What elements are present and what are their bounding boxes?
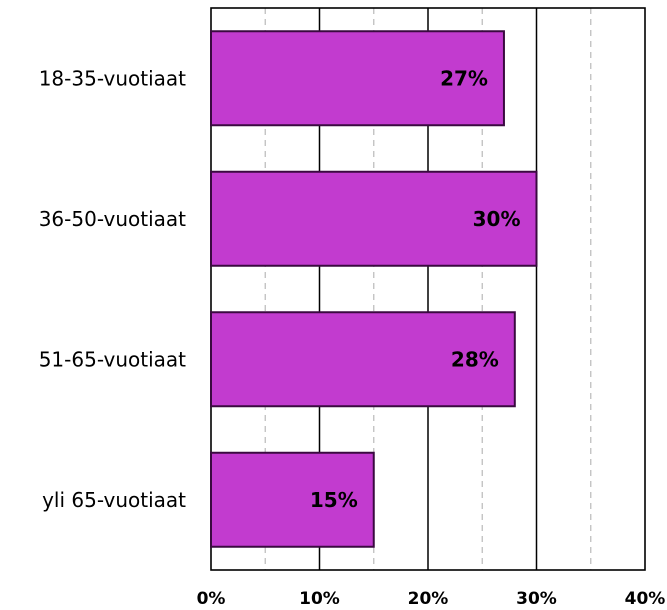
data-label: 15%	[310, 488, 358, 512]
category-label: yli 65-vuotiaat	[42, 488, 186, 512]
category-label: 51-65-vuotiaat	[39, 347, 186, 371]
plot-frame	[210, 7, 646, 571]
x-tick-label: 10%	[299, 589, 340, 609]
data-label: 28%	[451, 347, 499, 371]
x-tick-label: 0%	[197, 589, 226, 609]
bar	[210, 451, 375, 548]
x-tick-label: 20%	[408, 589, 449, 609]
data-label: 27%	[440, 66, 488, 90]
x-tick-label: 30%	[516, 589, 557, 609]
bars: 27% 30% 28% 15%	[210, 30, 538, 548]
plot-border	[210, 7, 646, 571]
x-tick-label: 40%	[625, 589, 666, 609]
bar	[210, 30, 505, 127]
category-labels: 18-35-vuotiaat 36-50-vuotiaat 51-65-vuotia…	[39, 66, 186, 512]
bar	[210, 311, 516, 408]
data-label: 30%	[473, 207, 521, 231]
category-label: 18-35-vuotiaat	[39, 66, 186, 90]
x-axis-tick-labels: 0% 10% 20% 30% 40%	[197, 589, 666, 609]
bar	[210, 170, 538, 267]
category-label: 36-50-vuotiaat	[39, 207, 186, 231]
